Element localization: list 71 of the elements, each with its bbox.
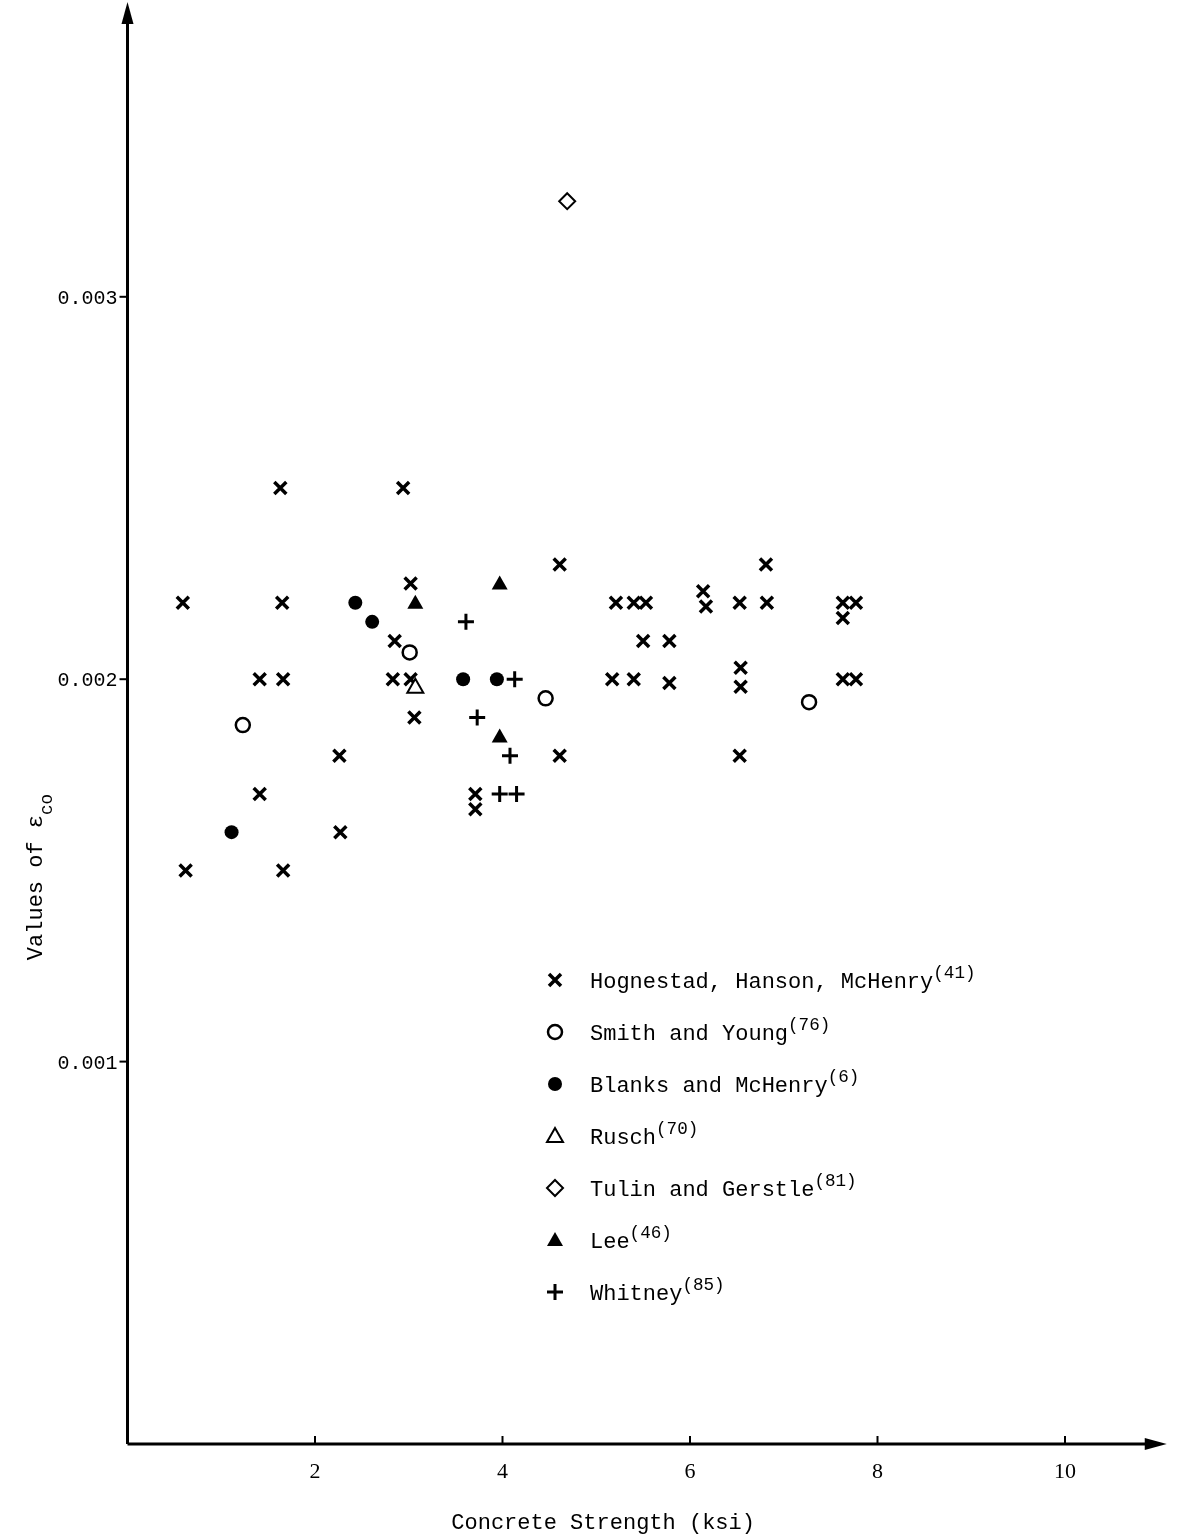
point: [800, 693, 818, 711]
point: [731, 747, 748, 764]
point: [537, 690, 554, 707]
y-tick-label: 0.001: [57, 1051, 118, 1075]
x-tick-label: 2: [309, 1458, 321, 1483]
legend-label: Hognestad, Hanson, McHenry$^{(41)}$: [590, 962, 976, 995]
point: [626, 671, 642, 687]
point: [661, 633, 678, 649]
point: [551, 747, 568, 764]
point: [456, 672, 471, 687]
point: [395, 480, 411, 496]
legend-label: Tulin and Gerstle$^{(81)}$: [590, 1170, 857, 1203]
point: [695, 583, 711, 599]
point: [402, 575, 419, 592]
x-tick-label: 6: [684, 1458, 696, 1483]
point: [635, 633, 651, 649]
x-tick-label: 10: [1054, 1458, 1076, 1483]
x-tick-label: 4: [497, 1458, 508, 1483]
point: [758, 556, 774, 573]
point: [604, 671, 620, 687]
point: [401, 644, 418, 661]
x-tick-label: 8: [872, 1458, 883, 1483]
point: [386, 633, 403, 649]
point: [491, 728, 508, 743]
point: [489, 672, 504, 687]
point: [467, 801, 484, 817]
point: [759, 594, 775, 611]
y-tick-label: 0.003: [57, 286, 118, 310]
point: [385, 671, 401, 687]
point: [331, 747, 348, 764]
point: [275, 862, 291, 879]
point: [348, 595, 363, 610]
point: [224, 825, 239, 840]
point: [491, 575, 508, 590]
point: [275, 671, 291, 687]
point: [732, 679, 749, 695]
point: [251, 671, 268, 687]
point: [661, 675, 678, 691]
point: [402, 671, 419, 687]
point: [500, 746, 520, 766]
point: [251, 786, 268, 802]
point: [406, 677, 425, 694]
point: [365, 614, 380, 629]
point: [175, 594, 191, 611]
point: [332, 824, 349, 840]
point: [274, 594, 290, 611]
point: [698, 598, 714, 615]
point: [505, 669, 525, 689]
point: [272, 480, 289, 496]
legend-label: Blanks and McHenry$^{(6)}$: [590, 1066, 860, 1099]
point: [490, 784, 510, 804]
legend-label: Lee$^{(46)}$: [590, 1222, 672, 1255]
point: [406, 709, 423, 726]
point: [407, 594, 424, 609]
point: [234, 716, 252, 734]
legend-label: Whitney$^{(85)}$: [590, 1274, 725, 1307]
point: [467, 707, 487, 727]
point: [731, 594, 748, 611]
point: [558, 192, 577, 211]
point: [608, 594, 624, 611]
point: [456, 612, 476, 632]
point: [507, 784, 527, 804]
legend-label: Rusch$^{(70)}$: [590, 1118, 699, 1151]
y-tick-label: 0.002: [57, 669, 118, 693]
point: [467, 786, 484, 802]
point: [835, 610, 851, 626]
point: [551, 556, 568, 573]
x-axis-title: Concrete Strength (ksi): [451, 1511, 755, 1536]
point: [177, 862, 194, 879]
legend-label: Smith and Young$^{(76)}$: [590, 1014, 831, 1047]
point: [732, 659, 749, 676]
